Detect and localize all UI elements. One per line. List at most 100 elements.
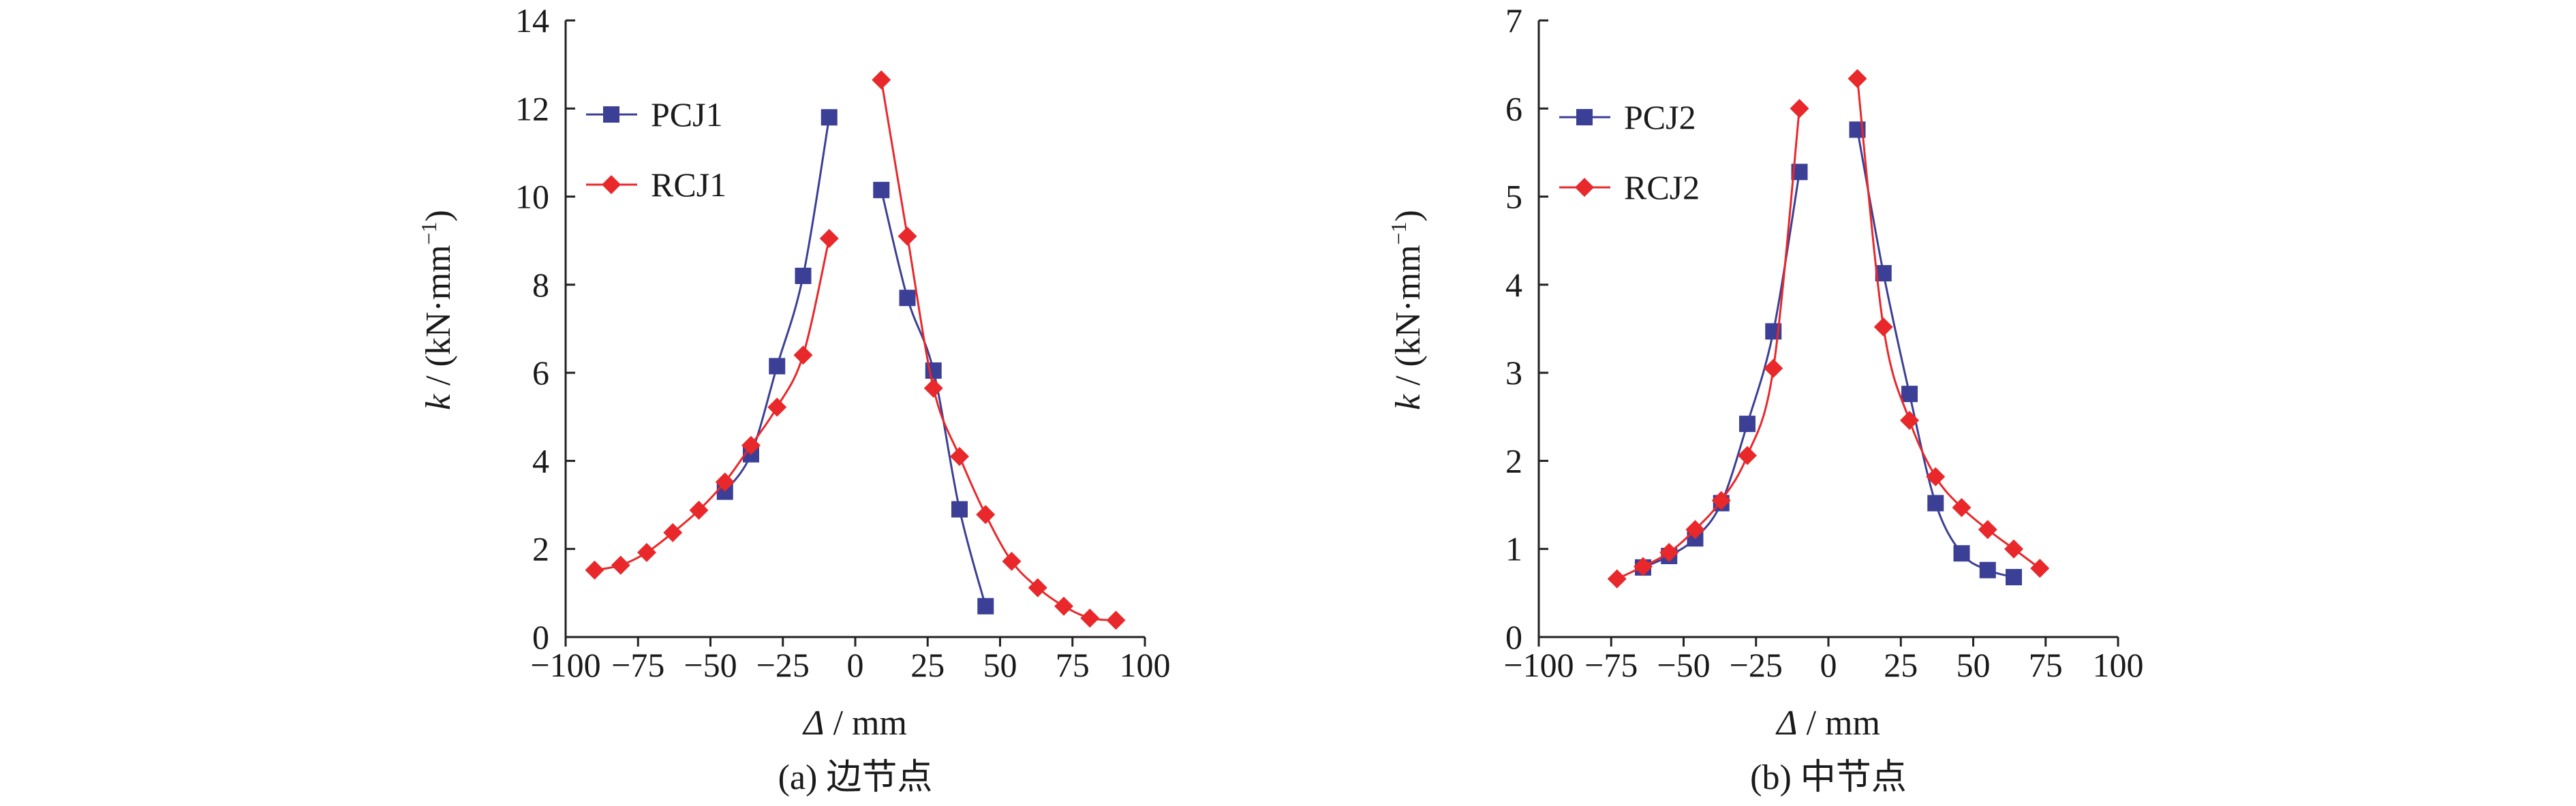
rcj1-point — [1080, 608, 1100, 628]
legend-rcj1-label: RCJ1 — [651, 166, 726, 204]
x-tick-label: −25 — [1730, 646, 1783, 684]
rcj1-point — [1002, 551, 1022, 571]
y-tick-label: 6 — [1505, 89, 1522, 127]
rcj1-point — [793, 345, 813, 365]
x-tick-label: 50 — [1957, 646, 1991, 684]
rcj2-point — [2004, 539, 2023, 559]
rcj1-point — [637, 542, 656, 562]
pcj1-point — [899, 290, 916, 307]
rcj2-point — [1634, 557, 1653, 576]
rcj1-point — [715, 472, 735, 492]
axes-a — [564, 19, 1146, 647]
pcj2-point — [1953, 545, 1970, 562]
rcj2-point — [1952, 497, 1972, 517]
x-tick-label: 75 — [1056, 646, 1090, 684]
rcj2-point — [1790, 99, 1809, 119]
pcj1-point — [795, 267, 812, 284]
rcj2-point — [1738, 446, 1757, 465]
pcj2-point — [1901, 386, 1918, 403]
y-tick-label: 10 — [515, 178, 549, 216]
x-tick-label: 75 — [2029, 646, 2063, 684]
rcj1-point — [767, 397, 787, 417]
x-tick-label: −50 — [684, 646, 737, 684]
pcj1-point — [951, 501, 968, 518]
rcj2-point — [1926, 467, 1946, 486]
x-tick-label: 100 — [1120, 646, 1171, 684]
y-tick-label: 12 — [515, 89, 549, 127]
x-axis-label-a: Δ / mm — [802, 704, 907, 743]
rcj2-point — [1711, 491, 1731, 510]
x-tick-label: −100 — [1503, 646, 1574, 684]
legend-pcj1-label: PCJ1 — [651, 95, 723, 134]
y-tick-label: 7 — [1505, 1, 1522, 40]
rcj2-point — [1607, 569, 1627, 589]
rcj1-point — [1028, 578, 1047, 598]
x-tick-label: −25 — [756, 646, 810, 684]
pcj1-point — [769, 358, 786, 375]
x-axis-label-b: Δ / mm — [1775, 704, 1880, 743]
y-tick-label: 2 — [1505, 441, 1522, 480]
legend-a: PCJ1 RCJ1 — [586, 95, 726, 204]
y-tick-label: 3 — [1505, 354, 1522, 392]
pcj2-point — [1927, 495, 1944, 512]
rcj2-point — [1764, 358, 1783, 378]
y-tick-label: 4 — [532, 441, 549, 480]
rcj2-point — [1847, 69, 1867, 89]
y-tick-label: 1 — [1505, 530, 1522, 568]
rcj1-point — [923, 378, 943, 398]
plot-marks-a — [585, 70, 1126, 630]
rcj1-point — [689, 500, 709, 520]
rcj2-point — [2030, 559, 2050, 578]
x-tick-label: 50 — [983, 646, 1017, 684]
x-tick-label: −75 — [611, 646, 664, 684]
y-tick-label: 0 — [1505, 618, 1522, 656]
rcj1-point — [611, 555, 630, 575]
rcj2-point — [1685, 520, 1705, 540]
caption-b: (b) 中节点 — [1750, 758, 1907, 797]
x-tick-label: 0 — [1820, 646, 1837, 684]
pcj1-point — [821, 109, 838, 126]
x-tick-label: 25 — [1884, 646, 1918, 684]
legend-rcj2-marker — [1575, 178, 1594, 197]
rcj1-point — [898, 226, 917, 246]
y-tick-label: 14 — [515, 1, 549, 40]
legend-pcj1-marker — [603, 106, 619, 123]
rcj1-line-segment-2 — [880, 80, 1116, 621]
pcj2-point — [1979, 561, 1996, 578]
rcj1-line-segment-1 — [594, 238, 831, 572]
rcj2-point — [1978, 520, 1997, 540]
y-tick-label: 5 — [1505, 178, 1522, 216]
rcj1-point — [741, 435, 761, 455]
rcj1-point — [663, 523, 683, 542]
legend-rcj1-marker — [602, 175, 621, 194]
x-tick-label: 100 — [2093, 646, 2144, 684]
y-tick-label: 2 — [532, 530, 549, 568]
pcj2-point — [2006, 569, 2022, 586]
legend-pcj2-label: PCJ2 — [1624, 98, 1696, 136]
rcj1-point — [976, 505, 996, 525]
x-tick-label: 0 — [847, 646, 864, 684]
legend-rcj2-label: RCJ2 — [1624, 168, 1700, 206]
x-tick-label: −100 — [530, 646, 600, 684]
rcj2-line-segment-2 — [1856, 78, 2041, 570]
x-tick-label: −75 — [1584, 646, 1638, 684]
chart-panel-a: 0 2 4 6 8 10 12 14 −100 −75 −50 −25 0 25 50 75 100 k / (… — [416, 1, 1171, 797]
rcj1-point — [585, 560, 604, 580]
y-tick-label: 0 — [532, 618, 549, 656]
x-tick-label: 25 — [910, 646, 945, 684]
rcj2-point — [1659, 542, 1679, 562]
pcj1-line-segment-2 — [880, 189, 987, 607]
rcj2-point — [1873, 317, 1893, 337]
pcj2-point — [1739, 416, 1755, 433]
chart-panel-b: 0 1 2 3 4 5 6 7 −100 −75 −50 −25 0 25 50 75 100 k / (kN·… — [1386, 1, 2144, 797]
pcj1-point — [977, 598, 994, 615]
rcj2-point — [1900, 410, 1919, 430]
tick-labels-a: 0 2 4 6 8 10 12 14 −100 −75 −50 −25 0 25 50 75 100 — [515, 1, 1171, 684]
x-tick-label: −50 — [1657, 646, 1710, 684]
legend-pcj2-marker — [1576, 109, 1593, 125]
tick-labels-b: 0 1 2 3 4 5 6 7 −100 −75 −50 −25 0 25 50 75 100 — [1503, 1, 2143, 684]
rcj1-point — [819, 228, 839, 248]
axes-b — [1537, 19, 2119, 647]
rcj1-point — [950, 446, 969, 466]
plot-marks-b — [1607, 69, 2050, 589]
